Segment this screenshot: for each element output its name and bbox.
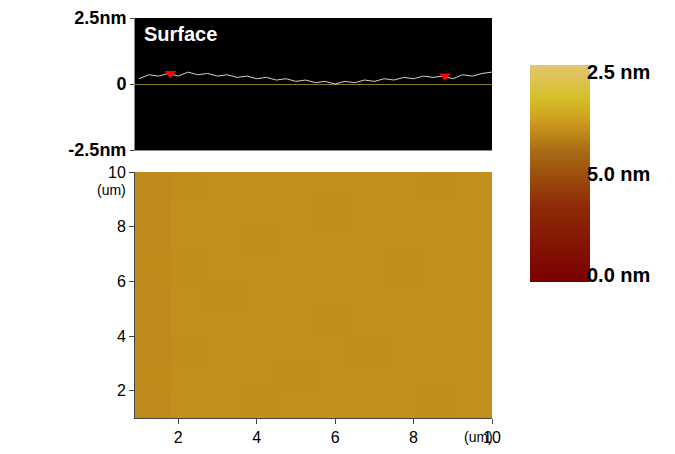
svg-text:2: 2 [117, 382, 126, 399]
svg-text:Surface: Surface [144, 23, 217, 45]
svg-text:0.0 nm: 0.0 nm [587, 264, 650, 286]
svg-text:(um): (um) [97, 182, 126, 198]
svg-text:8: 8 [117, 218, 126, 235]
svg-text:8: 8 [409, 429, 418, 446]
svg-text:4: 4 [252, 429, 261, 446]
svg-text:2: 2 [174, 429, 183, 446]
svg-text:5.0 nm: 5.0 nm [587, 163, 650, 185]
svg-text:0: 0 [116, 74, 126, 94]
svg-text:2.5 nm: 2.5 nm [587, 61, 650, 83]
svg-text:10: 10 [483, 429, 501, 446]
svg-text:2.5nm: 2.5nm [74, 8, 126, 28]
svg-text:-2.5nm: -2.5nm [68, 140, 126, 160]
svg-text:4: 4 [117, 328, 126, 345]
svg-text:6: 6 [117, 273, 126, 290]
svg-text:(um): (um) [464, 429, 493, 445]
svg-text:6: 6 [331, 429, 340, 446]
svg-text:10: 10 [108, 164, 126, 181]
